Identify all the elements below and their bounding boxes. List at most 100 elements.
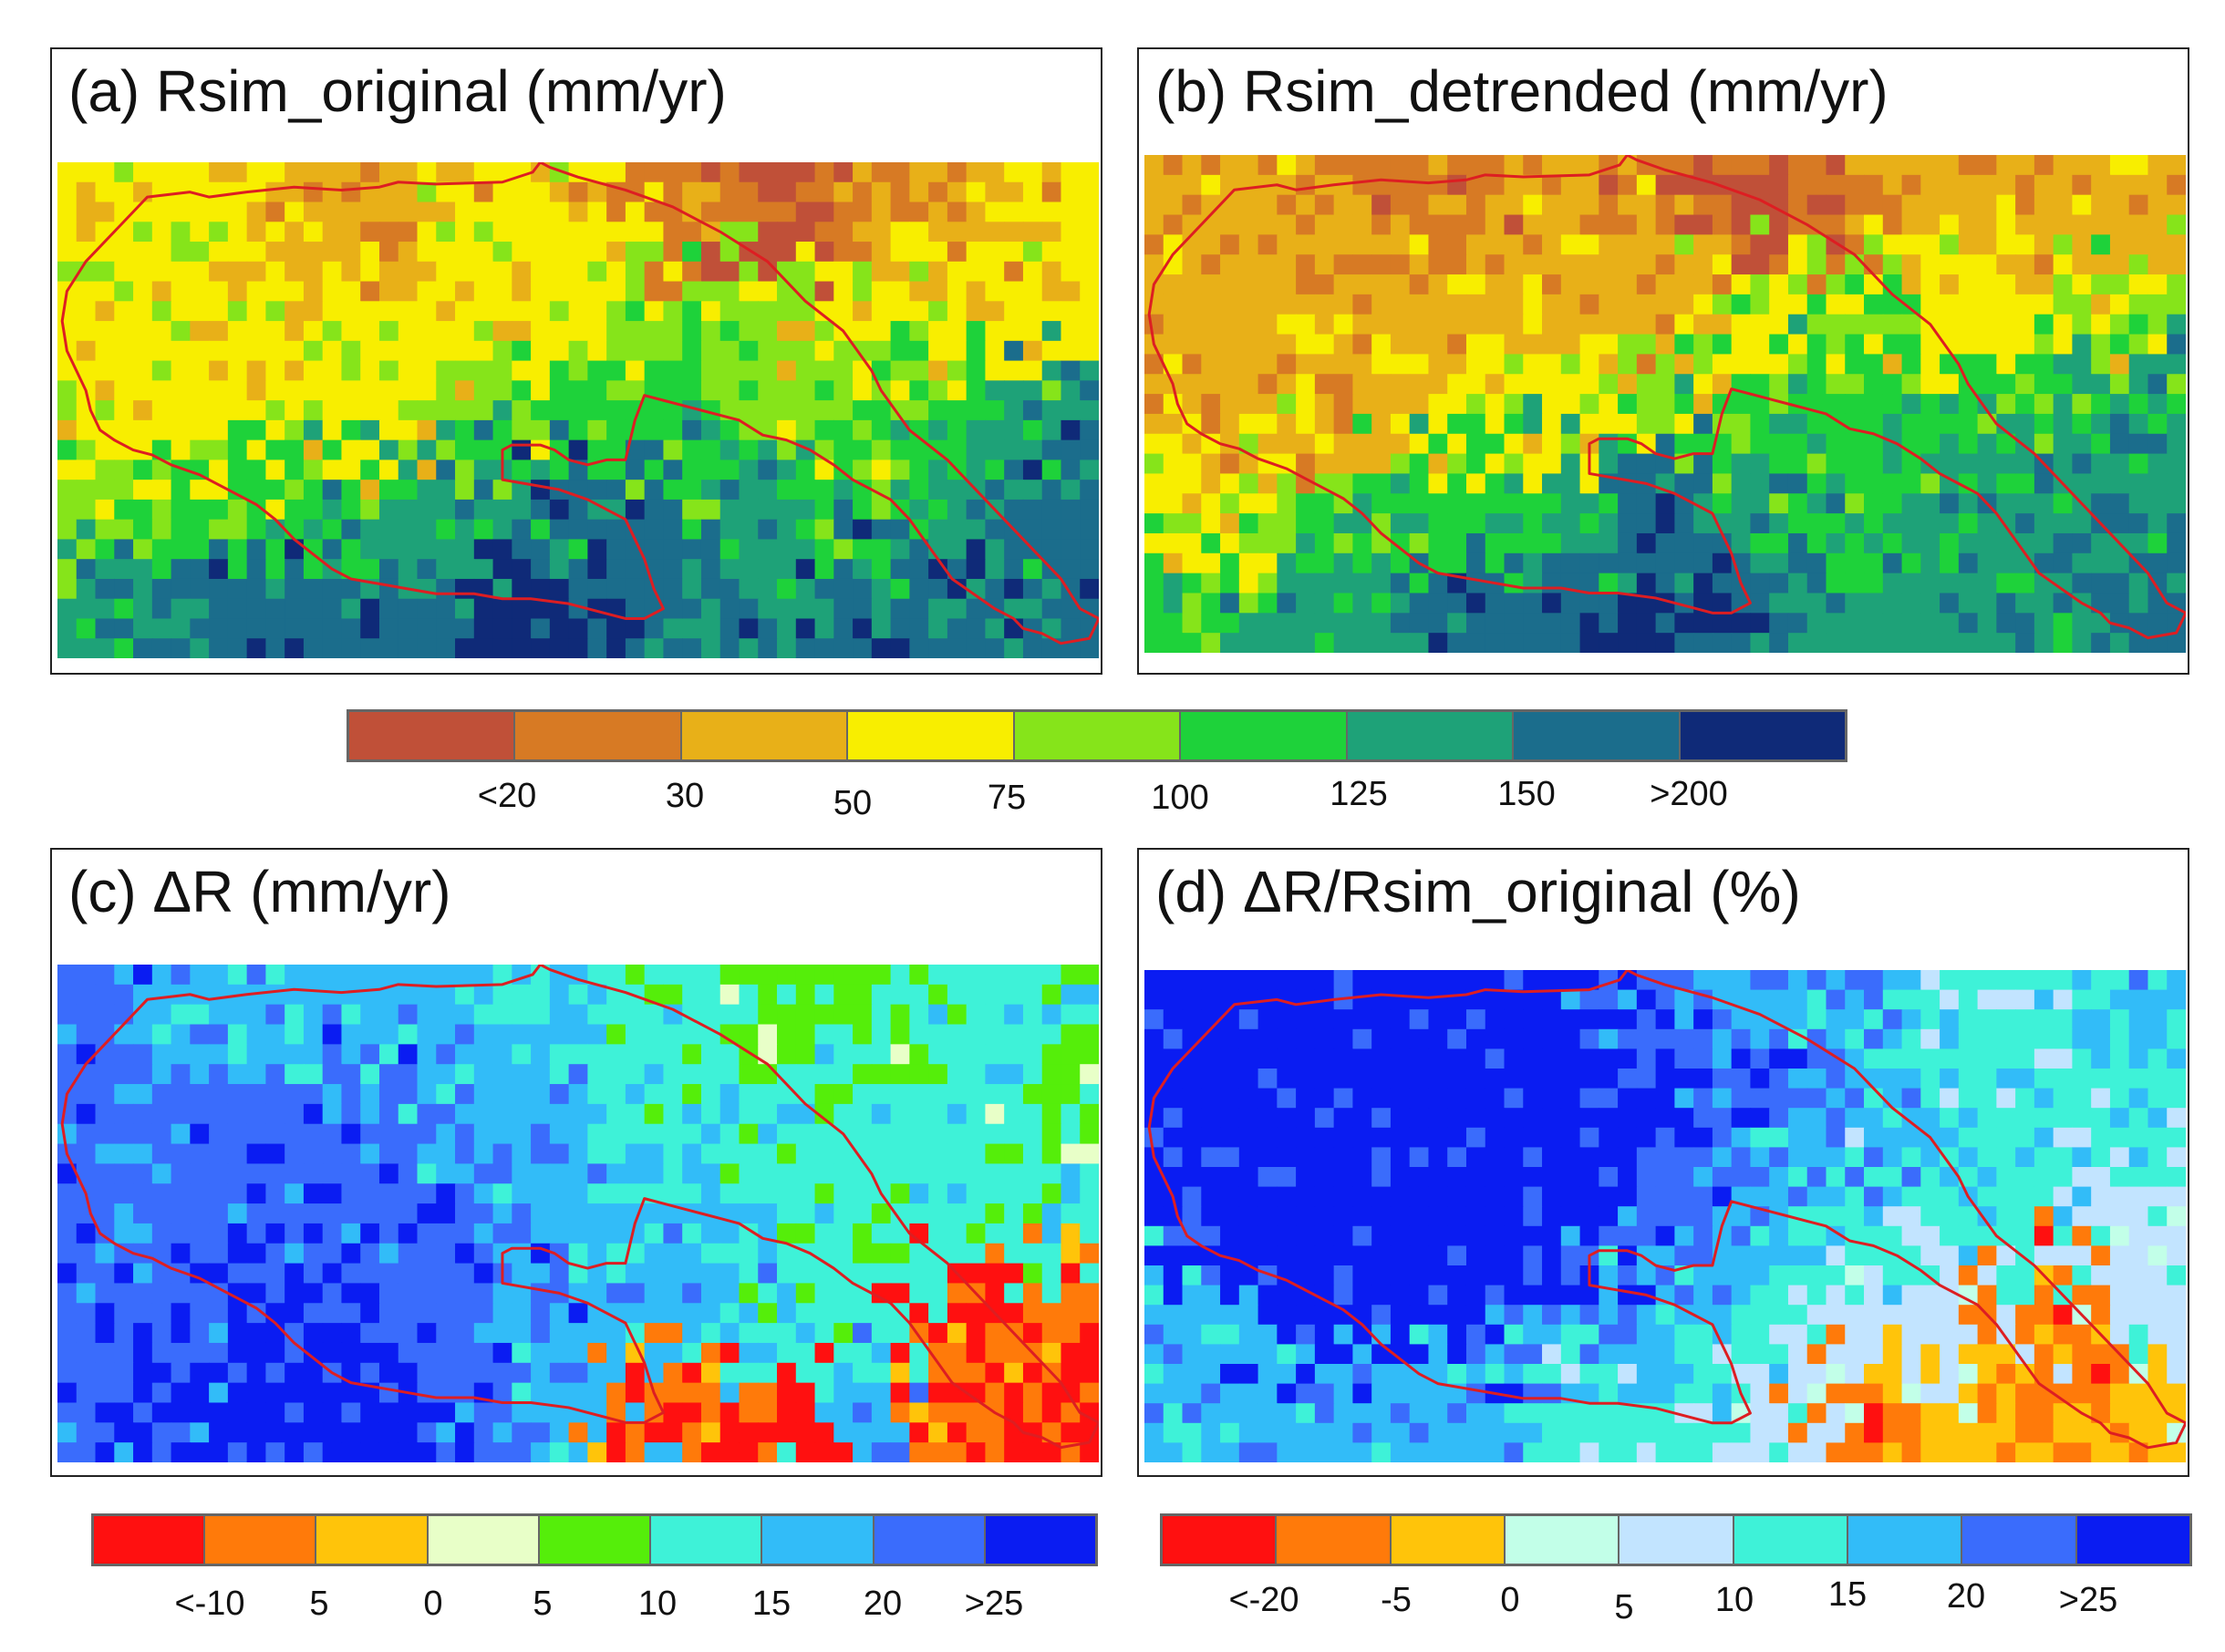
raster-cell	[909, 1263, 929, 1285]
raster-cell	[1636, 453, 1657, 475]
raster-cell	[1201, 1206, 1221, 1227]
raster-cell	[739, 419, 759, 441]
raster-cell	[1560, 155, 1581, 176]
raster-cell	[2072, 1245, 2092, 1266]
raster-cell	[719, 499, 740, 521]
raster-cell	[1996, 1108, 2016, 1129]
raster-cell	[1041, 1442, 1062, 1462]
raster-cell	[682, 281, 702, 302]
raster-cell	[1940, 1028, 1960, 1050]
raster-cell	[1238, 374, 1259, 395]
raster-cell	[133, 1303, 153, 1324]
raster-cell	[625, 380, 646, 401]
raster-cell	[114, 301, 134, 322]
raster-cell	[171, 1303, 191, 1324]
raster-cell	[531, 1303, 551, 1324]
raster-cell	[833, 1004, 854, 1026]
raster-cell	[2109, 1048, 2130, 1069]
raster-cell	[473, 1263, 494, 1285]
raster-cell	[1447, 1028, 1467, 1050]
raster-cell	[833, 1283, 854, 1304]
raster-cell	[1080, 340, 1099, 362]
raster-cell	[1542, 294, 1562, 315]
raster-cell	[246, 321, 267, 342]
raster-cell	[171, 1402, 191, 1423]
raster-cell	[1465, 274, 1486, 295]
raster-cell	[1447, 274, 1467, 295]
raster-cell	[1996, 394, 2016, 415]
raster-cell	[1712, 573, 1733, 594]
raster-cell	[1022, 1103, 1043, 1125]
raster-cell	[190, 1163, 210, 1184]
raster-cell	[1277, 294, 1297, 315]
raster-cell	[171, 598, 191, 620]
raster-cell	[95, 598, 115, 620]
raster-cell	[739, 480, 759, 501]
raster-cell	[1144, 174, 1164, 196]
raster-cell	[151, 380, 172, 401]
raster-cell	[909, 360, 929, 382]
raster-cell	[1826, 433, 1846, 455]
raster-cell	[1041, 1243, 1062, 1265]
raster-cell	[1882, 532, 1903, 554]
raster-cell	[436, 181, 456, 203]
raster-cell	[1022, 1362, 1043, 1384]
raster-cell	[1636, 573, 1657, 594]
raster-cell	[531, 1163, 551, 1184]
raster-cell	[568, 360, 589, 382]
raster-cell	[492, 1283, 512, 1304]
raster-cell	[209, 499, 229, 521]
raster-cell	[777, 1382, 797, 1404]
raster-cell	[1806, 334, 1827, 356]
raster-cell	[1845, 314, 1865, 336]
raster-cell	[1257, 1069, 1278, 1089]
raster-cell	[1080, 301, 1099, 322]
raster-cell	[909, 539, 929, 560]
raster-cell	[265, 1342, 285, 1364]
raster-cell	[1579, 294, 1599, 315]
raster-cell	[265, 400, 285, 421]
raster-cell	[909, 638, 929, 658]
raster-cell	[209, 578, 229, 600]
raster-cell	[1579, 194, 1599, 216]
raster-cell	[1826, 1009, 1846, 1030]
raster-cell	[1845, 1069, 1865, 1089]
raster-cell	[133, 1223, 153, 1244]
raster-cell	[1296, 1028, 1316, 1050]
raster-cell	[568, 499, 589, 521]
raster-cell	[663, 201, 683, 222]
raster-cell	[1674, 314, 1694, 336]
raster-cell	[625, 1303, 646, 1324]
raster-cell	[833, 1143, 854, 1165]
raster-cell	[1674, 1127, 1694, 1149]
raster-cell	[492, 360, 512, 382]
raster-cell	[1504, 989, 1524, 1010]
raster-cell	[512, 1183, 532, 1204]
raster-cell	[1428, 1245, 1448, 1266]
raster-cell	[1674, 1186, 1694, 1207]
raster-cell	[739, 1362, 759, 1384]
raster-cell	[928, 222, 948, 243]
raster-cell	[227, 965, 248, 986]
raster-cell	[246, 559, 267, 580]
raster-cell	[795, 1143, 816, 1165]
raster-cell	[455, 321, 475, 342]
raster-cell	[512, 984, 532, 1006]
raster-cell	[1352, 633, 1372, 653]
raster-cell	[966, 1243, 987, 1265]
raster-cell	[1390, 593, 1411, 614]
raster-cell	[1277, 989, 1297, 1010]
raster-cell	[568, 1064, 589, 1085]
raster-cell	[985, 1362, 1005, 1384]
raster-cell	[1022, 201, 1043, 222]
raster-cell	[682, 1283, 702, 1304]
raster-cell	[265, 519, 285, 541]
raster-cell	[114, 1203, 134, 1224]
raster-cell	[1041, 598, 1062, 620]
raster-cell	[436, 1064, 456, 1085]
raster-cell	[360, 419, 380, 441]
raster-cell	[1882, 274, 1903, 295]
raster-cell	[1901, 433, 1921, 455]
raster-cell	[928, 1064, 948, 1085]
raster-cell	[1504, 573, 1524, 594]
